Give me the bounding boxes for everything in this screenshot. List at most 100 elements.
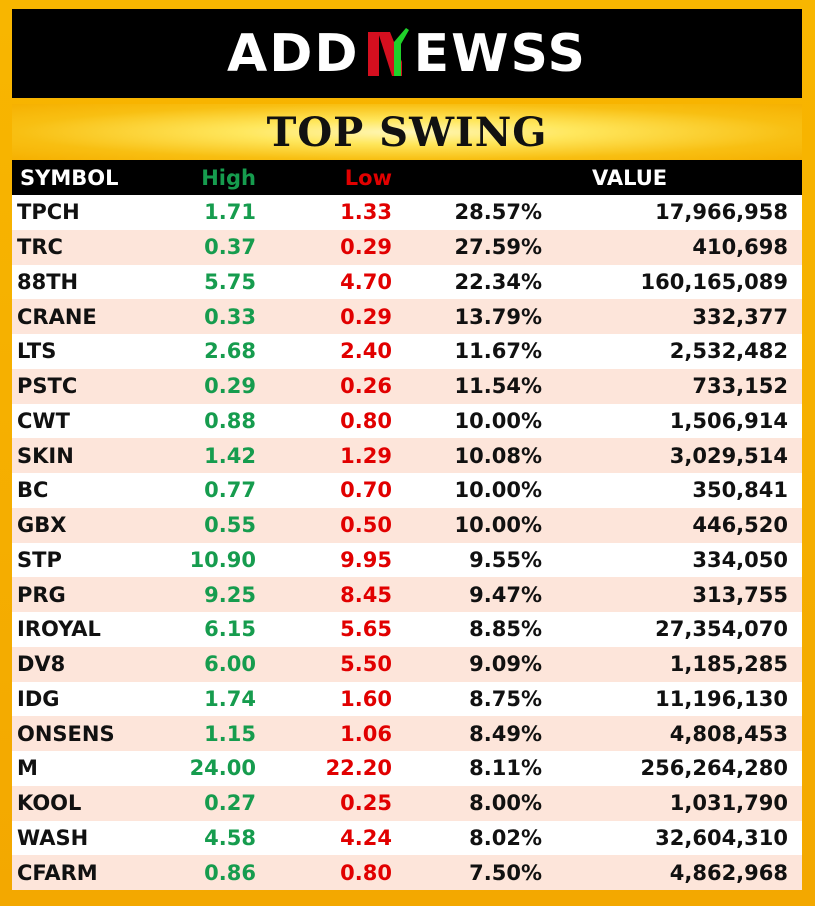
change-cell: 7.50% — [469, 860, 542, 885]
change-cell: 8.75% — [469, 686, 542, 711]
symbol-cell: STP — [17, 547, 62, 572]
table-row: 88TH 5.75 4.70 22.34% 160,165,089 — [12, 264, 802, 300]
symbol-cell: GBX — [17, 513, 67, 538]
change-cell: 11.67% — [454, 339, 542, 364]
symbol-cell: WASH — [17, 825, 89, 850]
change-cell: 27.59% — [454, 235, 542, 260]
value-cell: 1,031,790 — [669, 791, 788, 816]
low-cell: 1.33 — [340, 200, 392, 225]
low-cell: 4.24 — [340, 825, 392, 850]
high-cell: 5.75 — [204, 269, 256, 294]
value-cell: 350,841 — [692, 478, 788, 503]
value-cell: 332,377 — [692, 304, 788, 329]
low-cell: 0.25 — [340, 791, 392, 816]
value-cell: 17,966,958 — [655, 200, 788, 225]
low-cell: 1.06 — [340, 721, 392, 746]
high-cell: 0.86 — [204, 860, 256, 885]
symbol-cell: CFARM — [17, 860, 98, 885]
table-row: PSTC 0.29 0.26 11.54% 733,152 — [12, 368, 802, 404]
change-cell: 10.00% — [454, 408, 542, 433]
addnewss-logo: ADD EWSS — [227, 9, 587, 98]
low-cell: 1.60 — [340, 686, 392, 711]
high-cell: 1.71 — [204, 200, 256, 225]
table-row: IROYAL 6.15 5.65 8.85% 27,354,070 — [12, 612, 802, 647]
table-row: IDG 1.74 1.60 8.75% 11,196,130 — [12, 681, 802, 717]
low-cell: 5.50 — [340, 652, 392, 677]
high-cell: 0.29 — [204, 374, 256, 399]
value-cell: 410,698 — [692, 235, 788, 260]
value-cell: 256,264,280 — [640, 756, 788, 781]
high-cell: 6.15 — [204, 617, 256, 642]
symbol-cell: PSTC — [17, 374, 78, 399]
value-cell: 334,050 — [692, 547, 788, 572]
table-body: TPCH 1.71 1.33 28.57% 17,966,958 TRC 0.3… — [12, 195, 802, 890]
low-cell: 4.70 — [340, 269, 392, 294]
table-row: CFARM 0.86 0.80 7.50% 4,862,968 — [12, 855, 802, 890]
high-cell: 1.42 — [204, 443, 256, 468]
table-row: PRG 9.25 8.45 9.47% 313,755 — [12, 577, 802, 612]
table-row: WASH 4.58 4.24 8.02% 32,604,310 — [12, 820, 802, 856]
high-cell: 0.27 — [204, 791, 256, 816]
value-cell: 2,532,482 — [669, 339, 788, 364]
change-cell: 8.02% — [469, 825, 542, 850]
change-cell: 11.54% — [454, 374, 542, 399]
low-cell: 0.80 — [340, 860, 392, 885]
value-cell: 11,196,130 — [655, 686, 788, 711]
value-cell: 1,506,914 — [669, 408, 788, 433]
table-row: ONSENS 1.15 1.06 8.49% 4,808,453 — [12, 716, 802, 751]
table-row: LTS 2.68 2.40 11.67% 2,532,482 — [12, 334, 802, 369]
low-cell: 0.70 — [340, 478, 392, 503]
table-row: TRC 0.37 0.29 27.59% 410,698 — [12, 229, 802, 265]
page-title: TOP SWING — [266, 108, 548, 156]
symbol-cell: DV8 — [17, 652, 66, 677]
change-cell: 10.00% — [454, 513, 542, 538]
high-cell: 0.88 — [204, 408, 256, 433]
symbol-cell: TRC — [17, 235, 63, 260]
low-cell: 1.29 — [340, 443, 392, 468]
value-cell: 27,354,070 — [655, 617, 788, 642]
value-cell: 1,185,285 — [669, 652, 788, 677]
symbol-cell: SKIN — [17, 443, 74, 468]
header-symbol: SYMBOL — [20, 165, 119, 190]
logo-n-icon — [367, 27, 409, 76]
table-row: CRANE 0.33 0.29 13.79% 332,377 — [12, 299, 802, 334]
symbol-cell: CWT — [17, 408, 70, 433]
table-row: GBX 0.55 0.50 10.00% 446,520 — [12, 507, 802, 543]
change-cell: 10.00% — [454, 478, 542, 503]
table-header: SYMBOL High Low VALUE — [12, 160, 802, 195]
value-cell: 4,862,968 — [669, 860, 788, 885]
header-high: High — [201, 165, 256, 190]
high-cell: 2.68 — [204, 339, 256, 364]
low-cell: 0.29 — [340, 304, 392, 329]
change-cell: 9.09% — [469, 652, 542, 677]
change-cell: 13.79% — [454, 304, 542, 329]
low-cell: 0.29 — [340, 235, 392, 260]
symbol-cell: 88TH — [17, 269, 79, 294]
header-low: Low — [344, 165, 392, 190]
change-cell: 22.34% — [454, 269, 542, 294]
symbol-cell: KOOL — [17, 791, 82, 816]
low-cell: 22.20 — [325, 756, 392, 781]
top-swing-table: SYMBOL High Low VALUE TPCH 1.71 1.33 28.… — [12, 160, 802, 890]
header-value: VALUE — [592, 165, 668, 190]
symbol-cell: IROYAL — [17, 617, 101, 642]
logo-left-text: ADD — [226, 23, 360, 84]
high-cell: 9.25 — [204, 582, 256, 607]
low-cell: 2.40 — [340, 339, 392, 364]
low-cell: 9.95 — [340, 547, 392, 572]
value-cell: 733,152 — [692, 374, 788, 399]
symbol-cell: M — [17, 756, 38, 781]
symbol-cell: CRANE — [17, 304, 97, 329]
logo-right-text: EWSS — [413, 23, 588, 84]
high-cell: 0.55 — [204, 513, 256, 538]
table-row: DV8 6.00 5.50 9.09% 1,185,285 — [12, 646, 802, 682]
table-row: STP 10.90 9.95 9.55% 334,050 — [12, 542, 802, 578]
value-cell: 3,029,514 — [669, 443, 788, 468]
change-cell: 28.57% — [454, 200, 542, 225]
table-row: SKIN 1.42 1.29 10.08% 3,029,514 — [12, 438, 802, 473]
change-cell: 10.08% — [454, 443, 542, 468]
table-row: BC 0.77 0.70 10.00% 350,841 — [12, 473, 802, 508]
low-cell: 0.80 — [340, 408, 392, 433]
change-cell: 9.47% — [469, 582, 542, 607]
